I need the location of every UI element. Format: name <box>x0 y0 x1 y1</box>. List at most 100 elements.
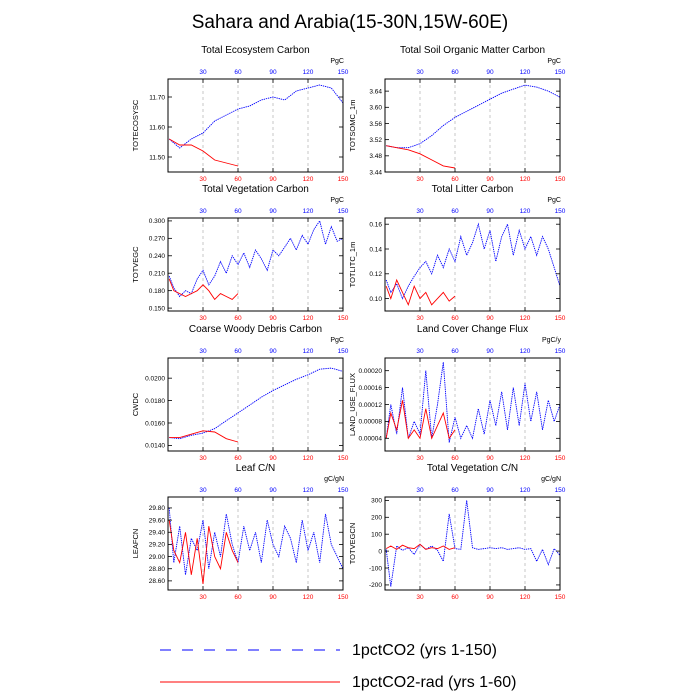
series-line-1pctco2-rad <box>385 400 456 440</box>
y-tick-label: 3.52 <box>369 137 382 144</box>
x-tick-label-bottom: 120 <box>303 315 314 322</box>
x-tick-label-bottom: 120 <box>303 455 314 462</box>
y-tick-label: 11.70 <box>149 94 165 101</box>
y-axis-label: LEAFCN <box>131 529 140 559</box>
y-tick-label: 0.00012 <box>359 402 383 409</box>
x-tick-label-top: 120 <box>520 69 531 76</box>
panel-title: Total Vegetation Carbon <box>202 184 309 195</box>
x-tick-label-top: 60 <box>451 487 459 494</box>
x-tick-label-top: 90 <box>269 348 277 355</box>
panel-unit: PgC <box>547 58 561 65</box>
series-line-1pctco2-rad <box>385 543 456 550</box>
panel-unit: gC/gN <box>541 476 561 483</box>
x-tick-label-bottom: 90 <box>486 594 494 601</box>
y-tick-label: 0.00016 <box>359 385 383 392</box>
y-tick-label: 0.150 <box>149 305 166 312</box>
panel-title: Total Soil Organic Matter Carbon <box>400 45 545 56</box>
y-tick-label: 28.80 <box>149 566 166 573</box>
series-line-1pctco2 <box>385 222 561 300</box>
x-tick-label-bottom: 150 <box>555 315 566 322</box>
x-tick-label-bottom: 60 <box>451 594 459 601</box>
legend: 1pctCO2 (yrs 1-150) 1pctCO2-rad (yrs 1-6… <box>160 642 517 691</box>
figure-title: Sahara and Arabia(15-30N,15W-60E) <box>192 12 509 33</box>
panel-title: Land Cover Change Flux <box>417 324 528 335</box>
x-tick-label-top: 120 <box>303 208 314 215</box>
x-tick-label-top: 90 <box>486 208 494 215</box>
y-tick-label: 0.16 <box>369 222 382 229</box>
legend-label-series-2: 1pctCO2-rad (yrs 1-60) <box>352 674 517 691</box>
x-tick-label-bottom: 30 <box>416 594 424 601</box>
x-tick-label-top: 90 <box>269 487 277 494</box>
panel-unit: PgC <box>330 197 344 204</box>
y-axis-label: TOTECOSYSC <box>131 99 140 151</box>
x-tick-label-top: 30 <box>199 208 207 215</box>
y-tick-label: 3.64 <box>369 88 382 95</box>
y-tick-label: 0.0140 <box>145 443 165 450</box>
x-tick-label-bottom: 90 <box>269 594 277 601</box>
x-tick-label-top: 60 <box>451 208 459 215</box>
panel-title: Total Litter Carbon <box>432 184 514 195</box>
x-tick-label-top: 30 <box>416 69 424 76</box>
x-tick-label-top: 150 <box>555 208 566 215</box>
y-tick-label: 3.44 <box>369 169 382 176</box>
y-tick-label: 0 <box>378 548 382 555</box>
series-line-1pctco2-rad <box>169 430 239 443</box>
x-tick-label-top: 90 <box>486 348 494 355</box>
y-tick-label: 0.0200 <box>145 375 165 382</box>
x-tick-label-top: 150 <box>338 69 349 76</box>
series-line-1pctco2 <box>385 362 561 443</box>
plot-frame <box>384 217 561 312</box>
x-tick-label-bottom: 150 <box>338 315 349 322</box>
x-tick-label-top: 30 <box>199 487 207 494</box>
y-tick-label: -200 <box>369 582 382 589</box>
x-tick-label-bottom: 30 <box>416 176 424 183</box>
y-tick-label: 11.60 <box>149 124 165 131</box>
x-tick-label-top: 150 <box>338 208 349 215</box>
series-line-1pctco2 <box>169 367 344 440</box>
series-line-1pctco2-rad <box>168 138 239 167</box>
series-line-1pctco2-rad <box>386 145 456 169</box>
series-line-1pctco2-rad <box>168 278 239 301</box>
series-line-1pctco2 <box>168 507 344 575</box>
y-tick-label: 0.00020 <box>359 368 383 375</box>
x-tick-label-bottom: 60 <box>234 315 242 322</box>
x-tick-label-bottom: 120 <box>520 594 531 601</box>
panel-8: Total Vegetation C/N gC/gN 30 30 60 60 90 90 120… <box>348 463 566 601</box>
x-tick-label-bottom: 120 <box>303 176 314 183</box>
legend-label-series-1: 1pctCO2 (yrs 1-150) <box>352 642 497 659</box>
x-tick-label-top: 60 <box>234 69 242 76</box>
plot-frame <box>384 496 561 591</box>
y-tick-label: 0.180 <box>149 288 166 295</box>
x-tick-label-top: 150 <box>338 348 349 355</box>
series-line-1pctco2-rad <box>168 520 239 584</box>
x-tick-label-bottom: 30 <box>416 455 424 462</box>
x-tick-label-bottom: 30 <box>199 176 207 183</box>
x-tick-label-top: 90 <box>486 69 494 76</box>
y-tick-label: 0.270 <box>149 236 166 243</box>
panel-unit: gC/gN <box>324 476 344 483</box>
y-tick-label: 29.40 <box>149 530 166 537</box>
x-tick-label-bottom: 90 <box>486 455 494 462</box>
y-axis-label: CWDC <box>131 392 140 416</box>
x-tick-label-bottom: 60 <box>234 455 242 462</box>
x-tick-label-bottom: 120 <box>520 455 531 462</box>
x-tick-label-bottom: 60 <box>234 176 242 183</box>
panel-6: Land Cover Change Flux PgC/y 30 30 60 60 90 90 1… <box>348 324 566 462</box>
y-tick-label: 0.210 <box>149 271 166 278</box>
y-tick-label: 0.300 <box>149 218 166 225</box>
x-tick-label-bottom: 90 <box>486 315 494 322</box>
x-tick-label-bottom: 150 <box>555 594 566 601</box>
y-tick-label: -100 <box>369 565 382 572</box>
panel-title: Coarse Woody Debris Carbon <box>189 324 322 335</box>
x-tick-label-top: 60 <box>234 487 242 494</box>
y-tick-label: 0.00008 <box>359 419 383 426</box>
panel-title: Total Ecosystem Carbon <box>201 45 309 56</box>
x-tick-label-bottom: 90 <box>269 455 277 462</box>
series-line-1pctco2 <box>385 500 561 587</box>
y-tick-label: 3.60 <box>369 105 382 112</box>
x-tick-label-top: 90 <box>486 487 494 494</box>
x-tick-label-top: 150 <box>555 69 566 76</box>
panels: Total Ecosystem Carbon PgC 30 30 60 60 90 90 120… <box>131 45 566 601</box>
x-tick-label-bottom: 60 <box>451 315 459 322</box>
y-tick-label: 0.0180 <box>145 398 165 405</box>
